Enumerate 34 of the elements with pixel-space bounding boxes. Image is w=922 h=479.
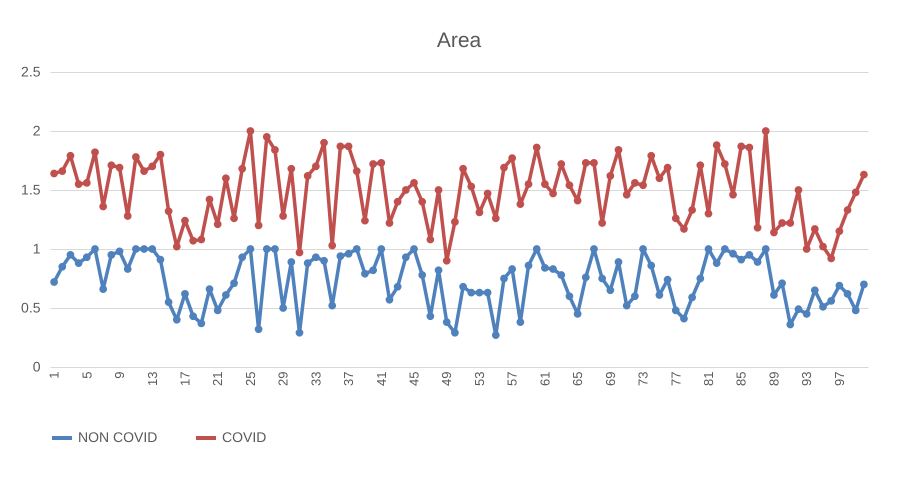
y-tick-label: 0 bbox=[32, 358, 41, 374]
x-tick-label: 25 bbox=[242, 372, 258, 386]
legend-label: NON COVID bbox=[78, 429, 158, 445]
x-tick-label: 61 bbox=[537, 372, 552, 386]
x-tick-label: 13 bbox=[144, 372, 160, 386]
x-tick-label: 33 bbox=[308, 372, 324, 386]
x-tick-label: 37 bbox=[341, 372, 356, 386]
y-tick-label: 2 bbox=[32, 122, 41, 138]
legend-label: COVID bbox=[222, 429, 266, 445]
chart-title: Area bbox=[436, 29, 482, 52]
x-tick-label: 29 bbox=[276, 372, 291, 386]
x-tick-label: 85 bbox=[734, 372, 749, 386]
y-tick-label: 0.5 bbox=[21, 300, 41, 316]
x-tick-label: 73 bbox=[636, 372, 651, 386]
x-tick-label: 97 bbox=[832, 372, 847, 386]
x-tick-label: 57 bbox=[504, 372, 520, 386]
x-tick-label: 45 bbox=[406, 372, 422, 386]
x-tick-label: 77 bbox=[668, 372, 684, 386]
x-tick-label: 53 bbox=[472, 372, 487, 386]
x-tick-label: 65 bbox=[570, 372, 586, 386]
x-tick-label: 49 bbox=[439, 372, 454, 386]
x-tick-label: 17 bbox=[177, 372, 192, 386]
x-tick-label: 93 bbox=[799, 372, 814, 386]
y-tick-label: 1.5 bbox=[21, 182, 41, 198]
x-tick-label: 89 bbox=[766, 372, 782, 386]
x-tick-label: 1 bbox=[46, 372, 62, 379]
x-tick-label: 81 bbox=[700, 372, 716, 386]
x-tick-label: 21 bbox=[210, 372, 226, 386]
x-tick-label: 41 bbox=[374, 372, 389, 386]
y-tick-label: 1 bbox=[32, 240, 41, 256]
x-tick-label: 9 bbox=[112, 372, 128, 379]
y-tick-label: 2.5 bbox=[21, 64, 41, 80]
x-tick-label: 5 bbox=[79, 372, 94, 379]
x-tick-label: 69 bbox=[602, 372, 618, 386]
